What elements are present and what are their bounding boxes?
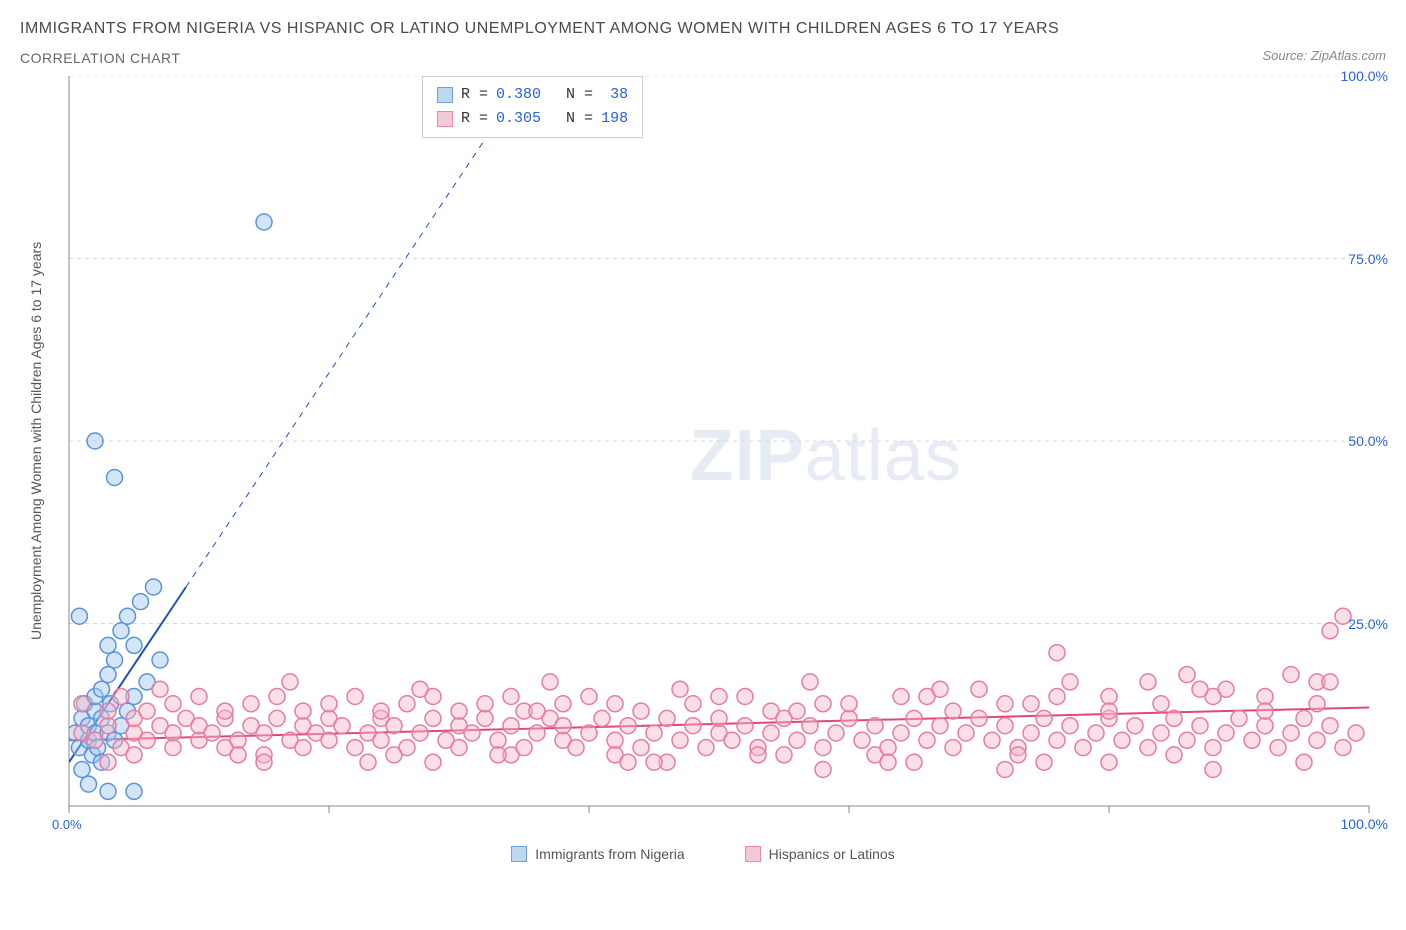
series2-r-value: 0.305 bbox=[496, 107, 541, 131]
series1-swatch bbox=[437, 87, 453, 103]
title-row: IMMIGRANTS FROM NIGERIA VS HISPANIC OR L… bbox=[20, 20, 1386, 66]
source-attribution: Source: ZipAtlas.com bbox=[1262, 48, 1386, 63]
series1-r-value: 0.380 bbox=[496, 83, 541, 107]
series2-n-value: 198 bbox=[601, 107, 628, 131]
stats-row-series2: R = 0.305 N = 198 bbox=[437, 107, 628, 131]
stats-row-series1: R = 0.380 N = 38 bbox=[437, 83, 628, 107]
stats-legend-box: R = 0.380 N = 38 R = 0.305 N = 198 bbox=[422, 76, 643, 138]
y-tick-label-right: 50.0% bbox=[1348, 433, 1388, 449]
chart-title: IMMIGRANTS FROM NIGERIA VS HISPANIC OR L… bbox=[20, 20, 1059, 38]
correlation-chart: IMMIGRANTS FROM NIGERIA VS HISPANIC OR L… bbox=[20, 20, 1386, 862]
chart-subtitle: CORRELATION CHART bbox=[20, 50, 1059, 66]
series1-n-value: 38 bbox=[601, 83, 628, 107]
x-tick-label-right: 100.0% bbox=[1341, 816, 1388, 832]
x-tick-label-left: 0.0% bbox=[52, 817, 82, 832]
y-tick-label-right: 100.0% bbox=[1341, 68, 1388, 84]
y-tick-label-right: 25.0% bbox=[1348, 616, 1388, 632]
y-axis-label: Unemployment Among Women with Children A… bbox=[20, 76, 52, 806]
y-tick-label-right: 75.0% bbox=[1348, 251, 1388, 267]
series2-swatch bbox=[437, 111, 453, 127]
plot-area: ZIPatlas R = 0.380 N = 38 R = 0.305 N = bbox=[52, 76, 1386, 836]
scatter-plot-svg bbox=[52, 76, 1386, 836]
plot-wrap: Unemployment Among Women with Children A… bbox=[20, 76, 1386, 866]
